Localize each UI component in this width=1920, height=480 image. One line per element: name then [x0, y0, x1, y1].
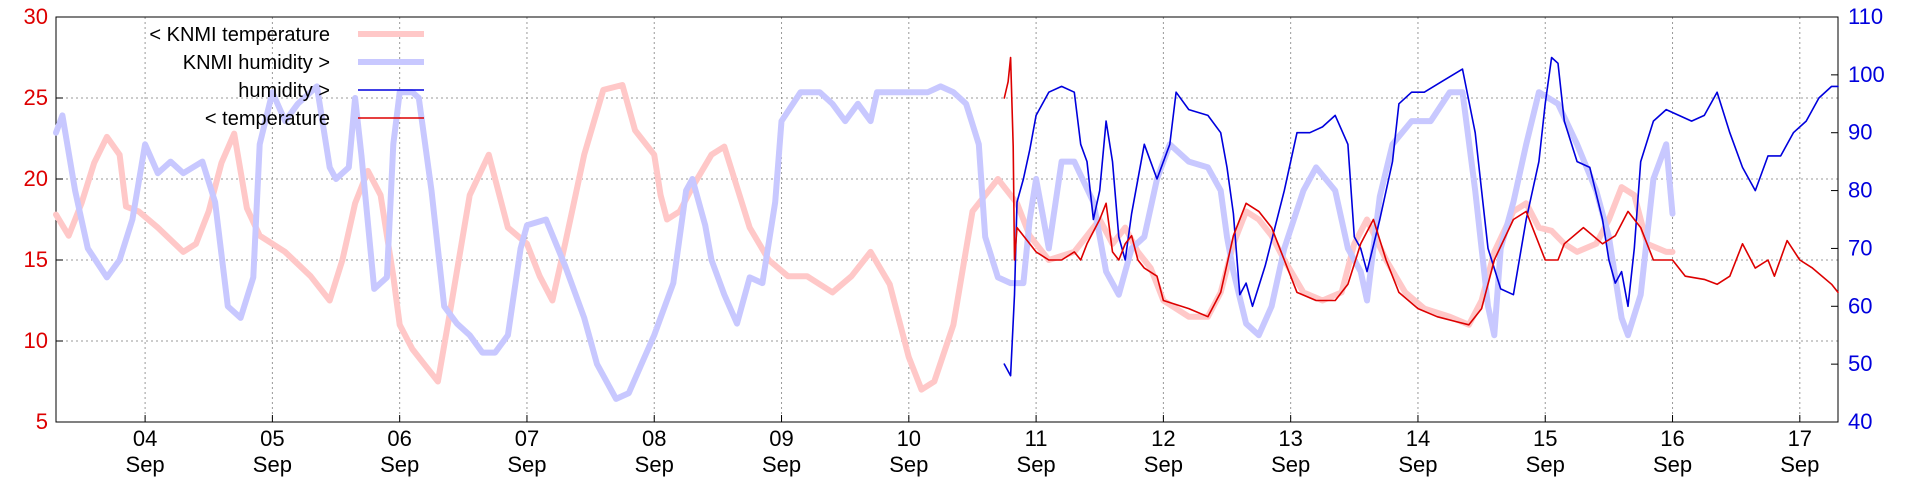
x-tick-month-label: Sep — [635, 452, 674, 477]
x-tick-month-label: Sep — [1780, 452, 1819, 477]
y-right-tick-label: 110 — [1848, 4, 1883, 29]
x-tick-day-label: 04 — [133, 426, 157, 451]
x-tick-month-label: Sep — [1144, 452, 1183, 477]
legend-label-2: humidity > — [238, 80, 330, 102]
series-layer — [53, 56, 1839, 402]
x-tick-day-label: 11 — [1025, 426, 1048, 451]
x-tick-month-label: Sep — [1017, 452, 1056, 477]
y-left-tick-label: 15 — [24, 247, 48, 272]
x-tick-day-label: 05 — [260, 426, 284, 451]
x-tick-day-label: 14 — [1406, 426, 1430, 451]
legend-label-3: < temperature — [205, 108, 330, 130]
series-line-3 — [1003, 56, 1839, 326]
y-right-tick-label: 40 — [1848, 409, 1872, 434]
y-right-tick-label: 80 — [1848, 178, 1872, 203]
y-right-tick-label: 90 — [1848, 120, 1872, 145]
y-left-tick-label: 30 — [24, 4, 48, 29]
x-tick-month-label: Sep — [889, 452, 928, 477]
x-tick-day-label: 07 — [515, 426, 539, 451]
x-tick-day-label: 15 — [1533, 426, 1557, 451]
series-line-0 — [53, 82, 1676, 393]
legend-label-0: < KNMI temperature — [149, 24, 330, 46]
series-line-1 — [53, 83, 1676, 402]
x-tick-day-label: 17 — [1788, 426, 1812, 451]
x-tick-month-label: Sep — [1526, 452, 1565, 477]
x-tick-day-label: 09 — [769, 426, 793, 451]
x-tick-day-label: 16 — [1660, 426, 1684, 451]
x-tick-day-label: 10 — [897, 426, 921, 451]
y-left-tick-label: 25 — [24, 85, 48, 110]
y-right-tick-label: 50 — [1848, 351, 1872, 376]
legend: < KNMI temperature KNMI humidity > humidit… — [149, 24, 424, 130]
x-tick-month-label: Sep — [253, 452, 292, 477]
x-tick-month-label: Sep — [1653, 452, 1692, 477]
x-tick-month-label: Sep — [762, 452, 801, 477]
x-tick-month-label: Sep — [507, 452, 546, 477]
x-tick-month-label: Sep — [1271, 452, 1310, 477]
y-right-tick-label: 100 — [1848, 62, 1885, 87]
y-left-tick-label: 5 — [36, 409, 48, 434]
x-tick-day-label: 13 — [1278, 426, 1302, 451]
grid-layer — [56, 17, 1838, 422]
series-line-2 — [1003, 56, 1839, 377]
y-right-tick-label: 70 — [1848, 235, 1872, 260]
x-tick-month-label: Sep — [1398, 452, 1437, 477]
x-tick-day-label: 12 — [1151, 426, 1175, 451]
axis-layer: 5101520253040506070809010011004Sep05Sep0… — [24, 4, 1885, 477]
y-left-tick-label: 20 — [24, 166, 48, 191]
y-left-tick-label: 10 — [24, 328, 48, 353]
y-right-tick-label: 60 — [1848, 293, 1872, 318]
x-tick-day-label: 08 — [642, 426, 666, 451]
x-tick-month-label: Sep — [380, 452, 419, 477]
x-tick-day-label: 06 — [387, 426, 411, 451]
x-tick-month-label: Sep — [126, 452, 165, 477]
legend-label-1: KNMI humidity > — [183, 52, 330, 74]
plot-frame — [55, 16, 1839, 423]
